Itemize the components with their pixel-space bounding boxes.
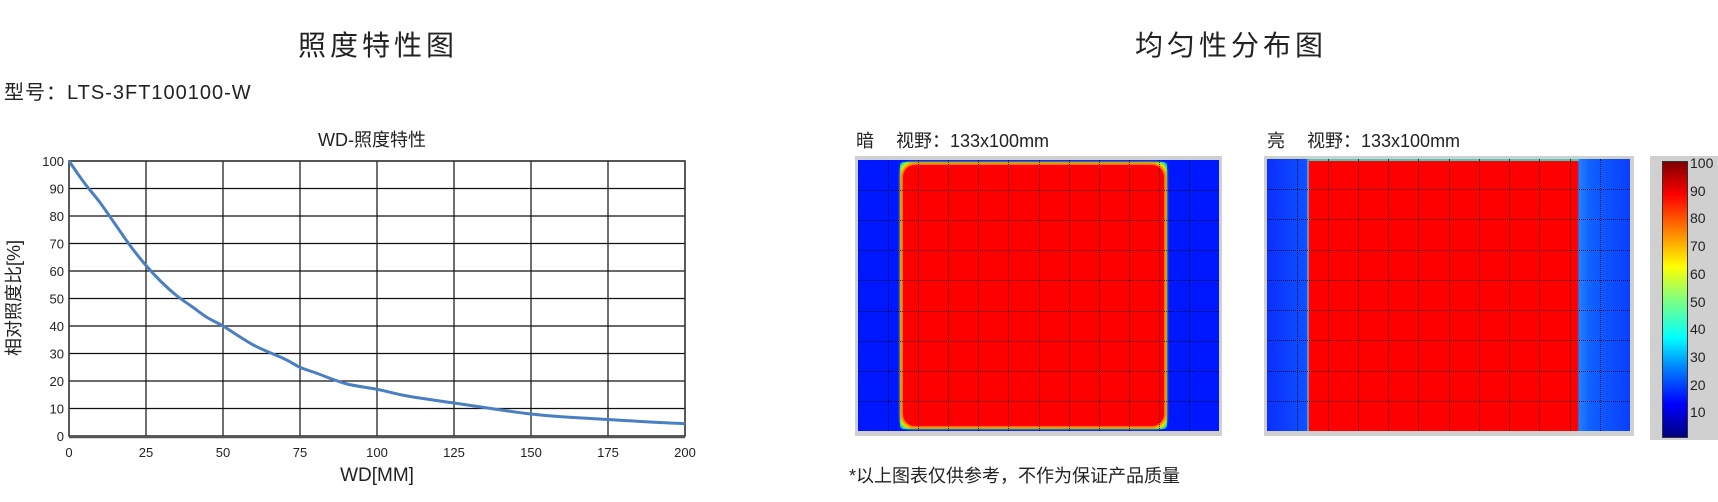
map-grid-line-v — [948, 160, 949, 431]
dark-uniformity-map — [858, 160, 1219, 431]
map-grid-line-h — [858, 401, 1219, 402]
x-tick-label: 0 — [65, 445, 72, 460]
x-tick-label: 200 — [674, 445, 696, 460]
right-section-title: 均匀性分布图 — [1134, 30, 1328, 61]
map-grid-line-h — [858, 341, 1219, 342]
colorbar-tick-label: 20 — [1690, 376, 1706, 393]
map-grid-line-h — [858, 250, 1219, 251]
map-grid-line-v — [1449, 159, 1450, 431]
y-tick-label: 20 — [50, 374, 64, 389]
y-tick-label: 60 — [50, 264, 64, 279]
map-grid-line-v — [1129, 160, 1130, 431]
x-tick-label: 50 — [216, 445, 230, 460]
x-axis-label: WD[MM] — [340, 465, 414, 486]
map-grid-line-h — [858, 190, 1219, 191]
map-grid-line-h — [858, 311, 1219, 312]
y-tick-label: 50 — [50, 292, 64, 307]
map-grid-line-h — [1267, 219, 1630, 220]
x-tick-label: 125 — [443, 445, 465, 460]
y-tick-label: 0 — [57, 429, 64, 444]
map-grid-line-v — [1099, 160, 1100, 431]
x-tick-label: 175 — [597, 445, 619, 460]
map-grid-line-h — [1267, 189, 1630, 190]
map-grid-line-v — [1418, 159, 1419, 431]
map-grid-line-v — [1479, 159, 1480, 431]
dark-state-label: 暗 — [856, 131, 874, 151]
map-grid-line-h — [1267, 401, 1630, 402]
map-grid-line-h — [858, 220, 1219, 221]
map-grid-line-v — [1388, 159, 1389, 431]
map-grid-line-v — [1328, 159, 1329, 431]
bright-uniformity-map — [1267, 159, 1630, 431]
y-axis-label: 相对照度比[%] — [4, 240, 24, 356]
y-tick-label: 10 — [50, 402, 64, 417]
y-tick-label: 40 — [50, 319, 64, 334]
left-section-title: 照度特性图 — [297, 30, 459, 61]
map-grid-line-v — [1159, 160, 1160, 431]
map-grid-line-h — [858, 280, 1219, 281]
illuminance-curve — [67, 160, 686, 426]
y-tick-label: 70 — [50, 237, 64, 252]
bright-field-top-edge — [1309, 159, 1579, 161]
model-label: 型号：LTS-3FT100100-W — [4, 82, 252, 104]
map-grid-line-h — [1267, 340, 1630, 341]
y-tick-label: 100 — [42, 154, 64, 169]
x-tick-label: 100 — [366, 445, 388, 460]
map-grid-line-v — [1039, 160, 1040, 431]
colorbar — [1662, 161, 1688, 438]
colorbar-tick-label: 70 — [1690, 238, 1706, 255]
x-tick-label: 75 — [293, 445, 307, 460]
map-grid-line-v — [1600, 159, 1601, 431]
x-tick-label: 150 — [520, 445, 542, 460]
colorbar-tick-label: 10 — [1690, 404, 1706, 421]
y-tick-label: 30 — [50, 347, 64, 362]
colorbar-tick-label: 60 — [1690, 265, 1706, 282]
dark-field-red — [903, 165, 1164, 426]
colorbar-tick-label: 40 — [1690, 321, 1706, 338]
map-grid-line-v — [1189, 160, 1190, 431]
y-tick-label: 80 — [50, 209, 64, 224]
chart-title: WD-照度特性 — [318, 130, 426, 150]
bright-fov-label: 视野：133x100mm — [1307, 131, 1461, 151]
map-grid-line-v — [1539, 159, 1540, 431]
chart-grid — [68, 160, 686, 439]
map-grid-line-v — [888, 160, 889, 431]
map-grid-line-v — [918, 160, 919, 431]
map-grid-line-h — [1267, 371, 1630, 372]
colorbar-tick-label: 30 — [1690, 348, 1706, 365]
bright-state-label: 亮 — [1267, 131, 1285, 151]
colorbar-tick-label: 90 — [1690, 182, 1706, 199]
bright-map-label: 亮 视野：133x100mm — [1267, 127, 1460, 153]
map-grid-line-v — [1358, 159, 1359, 431]
x-tick-label: 25 — [139, 445, 153, 460]
y-tick-labels: 0 10 20 30 40 50 60 70 80 90 100 — [42, 154, 64, 444]
map-grid-line-v — [1570, 159, 1571, 431]
map-grid-line-v — [1008, 160, 1009, 431]
map-grid-line-h — [1267, 310, 1630, 311]
footnote: *以上图表仅供参考，不作为保证产品质量 — [849, 466, 1181, 486]
map-grid-line-v — [1509, 159, 1510, 431]
colorbar-tick-label: 50 — [1690, 293, 1706, 310]
map-grid-line-v — [1297, 159, 1298, 431]
dark-map-label: 暗 视野：133x100mm — [856, 127, 1049, 153]
colorbar-tick-label: 80 — [1690, 210, 1706, 227]
colorbar-tick-label: 100 — [1690, 155, 1714, 171]
dark-fov-label: 视野：133x100mm — [896, 131, 1050, 151]
y-tick-label: 90 — [50, 182, 64, 197]
map-grid-line-h — [1267, 250, 1630, 251]
map-grid-line-v — [1069, 160, 1070, 431]
wd-illuminance-chart: 0 10 20 30 40 50 60 70 80 90 100 0 25 50 75 100 125 150 1… — [4, 154, 696, 486]
map-grid-line-h — [1267, 280, 1630, 281]
map-grid-line-v — [978, 160, 979, 431]
x-tick-labels: 0 25 50 75 100 125 150 175 200 — [65, 445, 695, 460]
map-grid-line-h — [858, 371, 1219, 372]
